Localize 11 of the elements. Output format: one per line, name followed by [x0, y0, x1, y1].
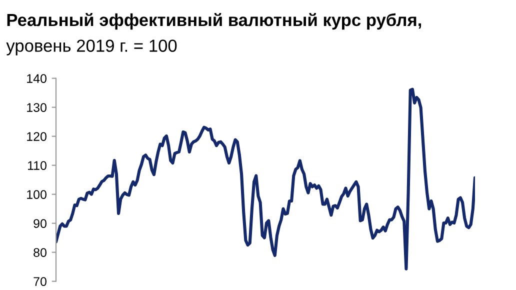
y-tick-label: 110 [28, 161, 46, 170]
chart-subtitle: уровень 2019 г. = 100 [6, 40, 177, 56]
y-tick-label: 120 [27, 132, 46, 141]
y-tick-label: 130 [27, 103, 46, 112]
y-tick-label: 100 [27, 190, 46, 199]
y-tick-label: 80 [34, 248, 46, 257]
line-series [56, 88, 475, 270]
chart-title: Реальный эффективный валютный курс рубля, [7, 13, 422, 30]
y-tick-label: 90 [34, 219, 46, 228]
y-tick-label: 140 [27, 74, 46, 83]
y-tick-label: 70 [34, 277, 46, 286]
